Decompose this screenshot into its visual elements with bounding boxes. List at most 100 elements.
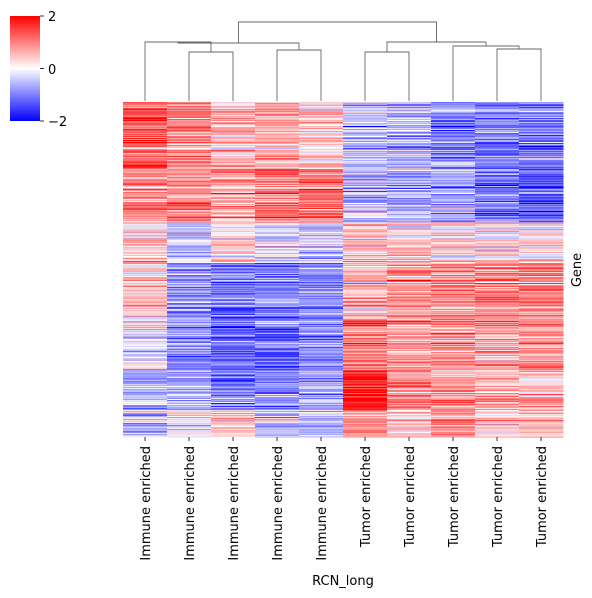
heatmap-cell <box>255 359 300 361</box>
heatmap-cell <box>123 412 168 414</box>
heatmap-cell <box>475 124 520 126</box>
heatmap-cell <box>475 398 520 400</box>
heatmap-cell <box>343 302 388 304</box>
heatmap-cell <box>123 246 168 248</box>
heatmap-cell <box>475 235 520 237</box>
heatmap-cell <box>387 320 432 322</box>
heatmap-cell <box>519 127 564 129</box>
heatmap-cell <box>343 201 388 203</box>
heatmap-cell <box>299 125 344 127</box>
heatmap-cell <box>255 396 300 398</box>
heatmap-cell <box>519 368 564 370</box>
heatmap-cell <box>431 412 476 414</box>
heatmap-cell <box>387 111 432 113</box>
heatmap-cell <box>519 185 564 187</box>
heatmap-cell <box>123 125 168 127</box>
heatmap-cell <box>387 281 432 283</box>
heatmap-cell <box>519 428 564 430</box>
heatmap-cell <box>123 348 168 350</box>
heatmap-cell <box>123 233 168 235</box>
heatmap-cell <box>211 260 256 262</box>
heatmap-cell <box>167 185 212 187</box>
heatmap-cell <box>475 260 520 262</box>
heatmap-cell <box>519 343 564 345</box>
heatmap-cell <box>255 340 300 342</box>
heatmap-cell <box>123 384 168 386</box>
heatmap-cell <box>519 384 564 386</box>
heatmap-cell <box>431 124 476 126</box>
heatmap-cell <box>211 301 256 303</box>
heatmap-cell <box>519 123 564 125</box>
heatmap-cell <box>299 416 344 418</box>
heatmap-cell <box>343 156 388 158</box>
heatmap-cell <box>475 357 520 359</box>
heatmap-cell <box>387 209 432 211</box>
heatmap-cell <box>167 419 212 421</box>
heatmap-cell <box>387 242 432 244</box>
heatmap-cell <box>255 295 300 297</box>
heatmap-cell <box>211 216 256 218</box>
heatmap-cell <box>211 341 256 343</box>
heatmap-cell <box>475 353 520 355</box>
heatmap-cell <box>343 380 388 382</box>
heatmap-cell <box>255 244 300 246</box>
heatmap-cell <box>167 173 212 175</box>
heatmap-cell <box>475 354 520 356</box>
heatmap-cell <box>343 176 388 178</box>
heatmap-cell <box>299 288 344 290</box>
heatmap-cell <box>387 374 432 375</box>
heatmap-cell <box>519 348 564 350</box>
heatmap-cell <box>475 283 520 285</box>
heatmap-cell <box>519 341 564 343</box>
heatmap-cell <box>167 113 212 115</box>
heatmap-cell <box>167 343 212 345</box>
heatmap-cell <box>211 280 256 282</box>
heatmap-cell <box>123 256 168 258</box>
heatmap-cell <box>343 144 388 146</box>
heatmap-cell <box>299 360 344 362</box>
heatmap-cell <box>519 240 564 242</box>
heatmap-cell <box>519 419 564 421</box>
heatmap-cell <box>123 186 168 188</box>
heatmap-cell <box>299 233 344 235</box>
heatmap-cell <box>167 174 212 176</box>
heatmap-cell <box>211 148 256 150</box>
heatmap-cell <box>167 276 212 278</box>
heatmap-cell <box>255 207 300 209</box>
heatmap-cell <box>211 282 256 284</box>
heatmap-cell <box>343 393 388 395</box>
heatmap-cell <box>343 340 388 342</box>
heatmap-cell <box>431 256 476 258</box>
heatmap-cell <box>431 131 476 133</box>
heatmap-cell <box>475 298 520 300</box>
heatmap-cell <box>211 215 256 217</box>
heatmap-cell <box>123 127 168 129</box>
heatmap-cell <box>475 353 520 355</box>
heatmap-cell <box>299 345 344 347</box>
heatmap-cell <box>475 394 520 396</box>
heatmap-cell <box>431 351 476 353</box>
heatmap-cell <box>299 350 344 352</box>
heatmap-cell <box>167 420 212 422</box>
heatmap-cell <box>431 430 476 432</box>
heatmap-cell <box>475 390 520 392</box>
heatmap-cell <box>431 139 476 141</box>
heatmap-cell <box>519 203 564 205</box>
heatmap-cell <box>255 173 300 175</box>
heatmap-cell <box>519 221 564 223</box>
heatmap-cell <box>167 215 212 217</box>
heatmap-cell <box>123 194 168 196</box>
heatmap-cell <box>431 240 476 241</box>
heatmap-cell <box>299 349 344 351</box>
heatmap-cell <box>211 329 256 331</box>
heatmap-cell <box>167 178 212 180</box>
heatmap-cell <box>519 187 564 189</box>
heatmap-cell <box>167 203 212 205</box>
heatmap-cell <box>387 345 432 347</box>
heatmap-cell <box>519 415 564 417</box>
heatmap-cell <box>123 124 168 126</box>
heatmap-cell <box>519 312 564 314</box>
heatmap-cell <box>167 213 212 215</box>
heatmap-cell <box>211 179 256 181</box>
heatmap-cell <box>167 361 212 363</box>
